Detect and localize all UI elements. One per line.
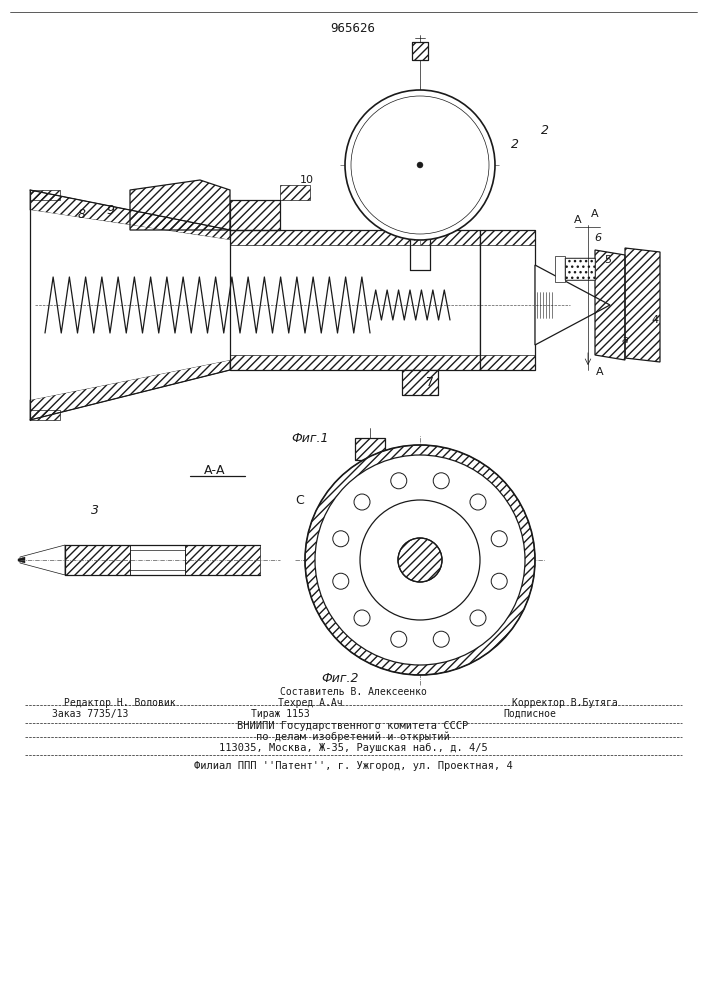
Circle shape [470, 610, 486, 626]
Circle shape [491, 531, 507, 547]
Polygon shape [20, 545, 65, 575]
Bar [480, 230, 535, 245]
Circle shape [491, 573, 507, 589]
Bar [230, 230, 480, 245]
Text: ВНИИПИ Государственного комитета СССР: ВНИИПИ Государственного комитета СССР [238, 721, 469, 731]
Bar [230, 230, 480, 370]
Bar [480, 355, 535, 370]
Text: A: A [596, 367, 604, 377]
Text: 4: 4 [651, 315, 658, 325]
Bar [130, 550, 185, 570]
Text: 6: 6 [595, 233, 602, 243]
Bar [535, 292, 555, 318]
Text: 965626: 965626 [330, 21, 375, 34]
Circle shape [391, 631, 407, 647]
Text: 4: 4 [496, 544, 504, 556]
Text: 7: 7 [426, 375, 434, 388]
Circle shape [470, 494, 486, 510]
Text: A: A [591, 209, 599, 219]
Text: 10: 10 [300, 175, 314, 185]
Circle shape [354, 494, 370, 510]
Circle shape [433, 473, 449, 489]
Text: Техред А.Ач: Техред А.Ач [278, 698, 342, 708]
Text: 5: 5 [604, 255, 612, 265]
Text: Фиг.2: Фиг.2 [321, 672, 358, 684]
Text: C: C [296, 493, 305, 506]
Circle shape [305, 445, 535, 675]
Circle shape [391, 473, 407, 489]
Bar [355, 438, 385, 460]
Polygon shape [30, 210, 230, 400]
Text: по делам изобретений и открытий: по делам изобретений и открытий [256, 732, 450, 742]
Polygon shape [535, 265, 610, 345]
Circle shape [315, 455, 525, 665]
Polygon shape [18, 557, 25, 563]
Circle shape [360, 500, 480, 620]
Bar [230, 355, 480, 370]
Bar [555, 256, 565, 282]
Bar [402, 370, 438, 395]
Circle shape [417, 162, 423, 168]
Bar [480, 230, 535, 370]
Bar [412, 42, 428, 60]
Text: a: a [621, 335, 629, 345]
Bar [402, 370, 438, 395]
Bar [565, 258, 595, 280]
Text: 9: 9 [106, 204, 114, 217]
Bar [412, 42, 428, 60]
Text: Подписное: Подписное [503, 709, 556, 719]
Text: 5: 5 [486, 488, 494, 502]
Text: А-А: А-А [204, 464, 226, 477]
Text: Редактор Н. Воловик: Редактор Н. Воловик [64, 698, 176, 708]
Text: Филиал ППП ''Патент'', г. Ужгород, ул. Проектная, 4: Филиал ППП ''Патент'', г. Ужгород, ул. П… [194, 761, 513, 771]
Text: 2: 2 [511, 138, 519, 151]
Text: Корректор В.Бутяга: Корректор В.Бутяга [512, 698, 618, 708]
Circle shape [433, 631, 449, 647]
Text: 2: 2 [541, 123, 549, 136]
Text: 8: 8 [78, 209, 86, 222]
Circle shape [354, 610, 370, 626]
Text: Фиг.1: Фиг.1 [291, 432, 329, 444]
Bar [565, 258, 595, 280]
Circle shape [333, 531, 349, 547]
Circle shape [351, 96, 489, 234]
Bar [65, 545, 130, 575]
Circle shape [333, 573, 349, 589]
Text: Заказ 7735/13: Заказ 7735/13 [52, 709, 128, 719]
Text: 1: 1 [366, 186, 374, 198]
Text: 3: 3 [91, 504, 99, 516]
Text: A: A [574, 215, 582, 225]
Text: Составитель В. Алексеенко: Составитель В. Алексеенко [279, 687, 426, 697]
Text: Тираж 1153: Тираж 1153 [250, 709, 310, 719]
Bar [395, 202, 445, 230]
Text: 113035, Москва, Ж-35, Раушская наб., д. 4/5: 113035, Москва, Ж-35, Раушская наб., д. … [218, 743, 487, 753]
Circle shape [345, 90, 495, 240]
Bar [395, 202, 445, 230]
Bar [185, 545, 260, 575]
